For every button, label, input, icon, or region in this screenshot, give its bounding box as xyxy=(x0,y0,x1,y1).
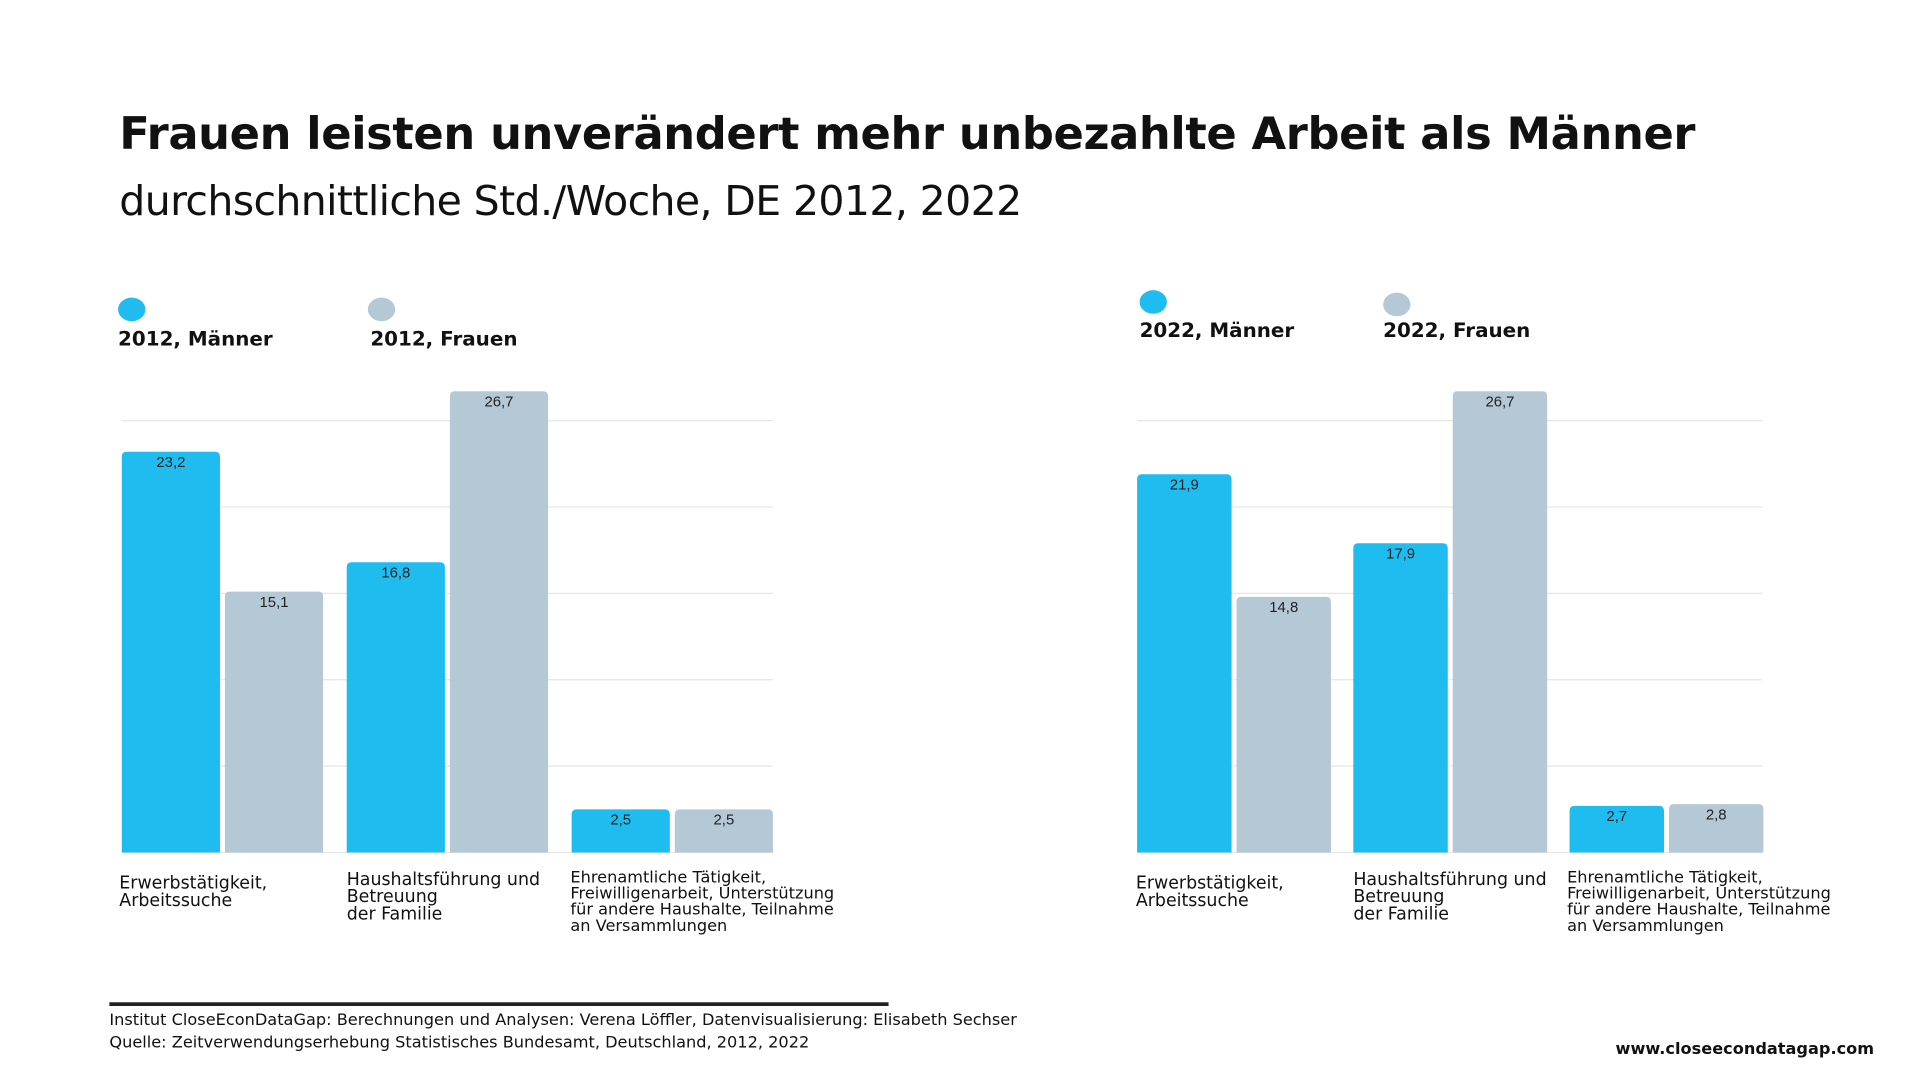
bar xyxy=(224,591,324,853)
category-label: Ehrenamtliche Tätigkeit, Freiwilligenarb… xyxy=(1567,868,1831,936)
bar xyxy=(674,809,773,853)
legend-label: 2012, Frauen xyxy=(370,326,518,351)
value-label: 26,7 xyxy=(1485,394,1514,410)
value-label: 15,1 xyxy=(260,595,289,611)
legend-label: 2022, Männer xyxy=(1139,318,1295,342)
bar xyxy=(121,451,220,853)
bar xyxy=(1353,543,1448,853)
value-label: 21,9 xyxy=(1170,477,1199,493)
value-label: 16,8 xyxy=(381,565,410,581)
title: Frauen leisten unverändert mehr unbezahl… xyxy=(119,109,1696,161)
value-label: 2,8 xyxy=(1706,807,1727,823)
legend-label: 2012, Männer xyxy=(118,326,273,351)
category-label: Haushaltsführung und Betreuung der Famil… xyxy=(1353,869,1547,925)
category-label: Erwerbstätigkeit, Arbeitssuche xyxy=(119,873,268,911)
value-label: 23,2 xyxy=(156,455,185,471)
footer-source: Quelle: Zeitverwendungserhebung Statisti… xyxy=(109,1033,810,1053)
footer-credit: Institut CloseEconDataGap: Berechnungen … xyxy=(109,1011,1017,1031)
legend-marker xyxy=(118,297,146,322)
legend-marker xyxy=(1383,292,1411,317)
bar xyxy=(1137,474,1232,853)
legend-marker xyxy=(1139,290,1167,314)
category-label: Haushaltsführung und Betreuung der Famil… xyxy=(346,869,541,925)
category-label: Erwerbstätigkeit, Arbeitssuche xyxy=(1135,873,1284,911)
value-label: 2,5 xyxy=(714,812,735,828)
value-label: 2,7 xyxy=(1606,809,1627,825)
bar xyxy=(1569,805,1665,853)
bar xyxy=(1668,804,1764,853)
legend-marker xyxy=(367,297,396,322)
value-label: 2,5 xyxy=(610,812,631,828)
category-label: Ehrenamtliche Tätigkeit, Freiwilligenarb… xyxy=(570,868,835,936)
value-label: 14,8 xyxy=(1269,600,1298,616)
url: www.closeecondatagap.com xyxy=(1615,1040,1875,1059)
subtitle: durchschnittliche Std./Woche, DE 2012, 2… xyxy=(119,176,1022,225)
legend-label: 2022, Frauen xyxy=(1383,318,1531,342)
bar xyxy=(571,809,670,853)
value-label: 26,7 xyxy=(484,394,513,410)
bar xyxy=(449,391,549,853)
value-label: 17,9 xyxy=(1386,546,1415,562)
bar xyxy=(1452,391,1548,853)
bar xyxy=(346,562,445,853)
bar xyxy=(1236,596,1331,853)
